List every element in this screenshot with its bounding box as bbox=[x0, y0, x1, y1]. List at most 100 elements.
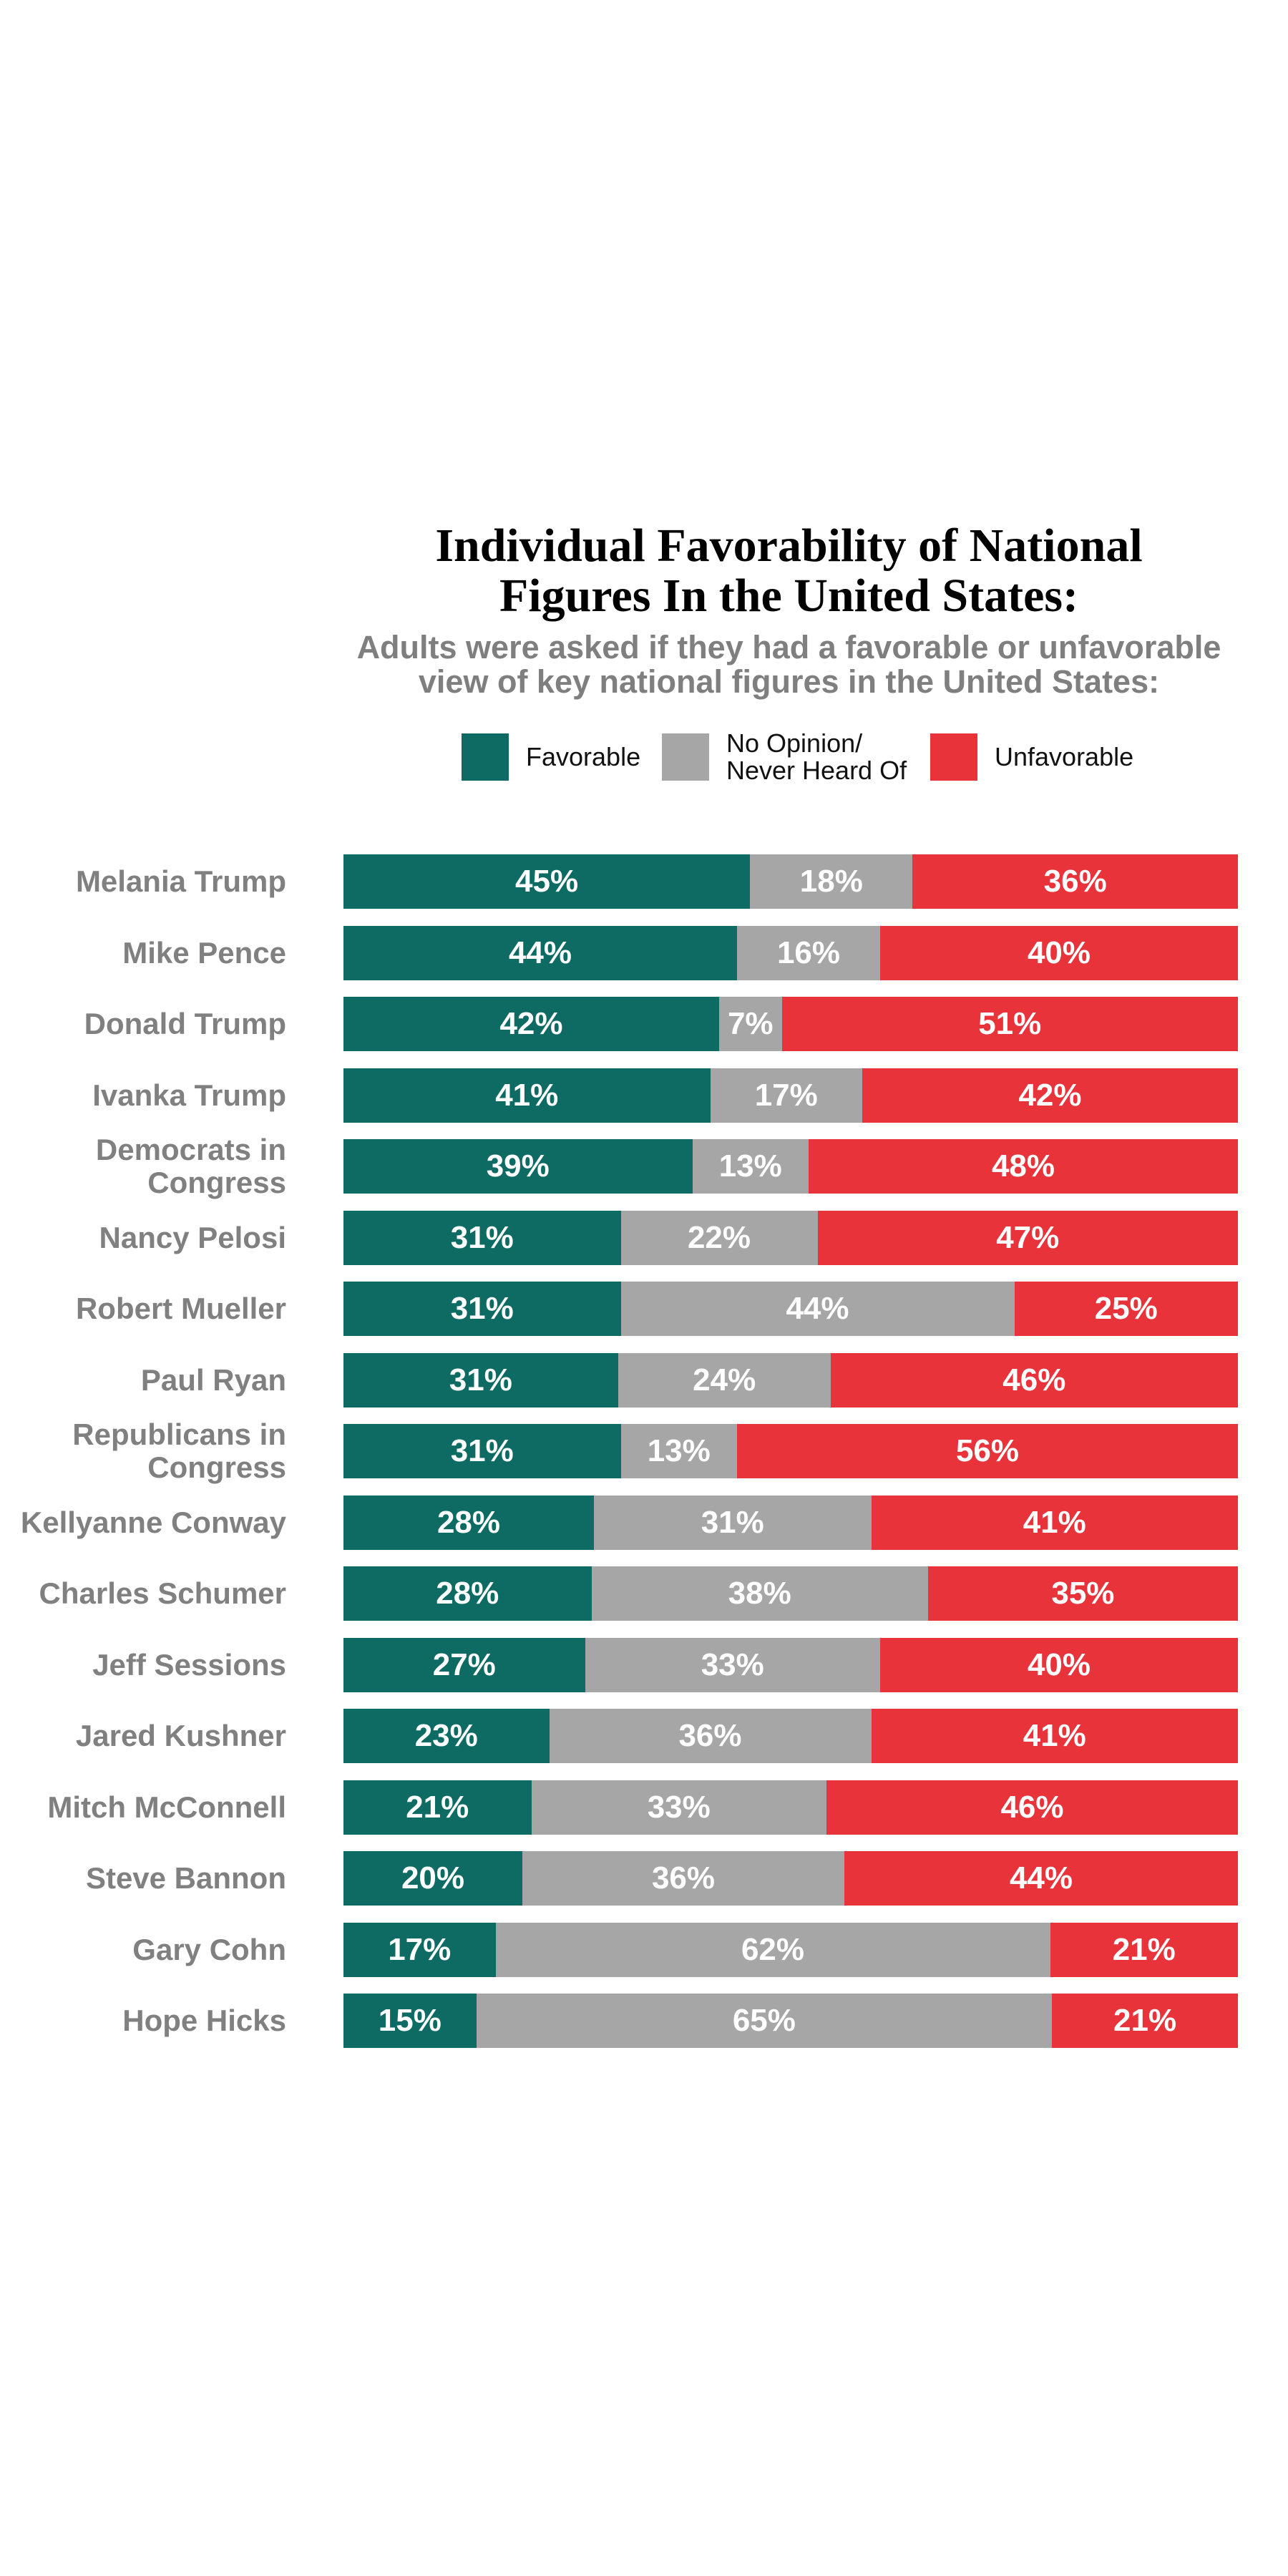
category-label: Donald Trump bbox=[84, 1007, 286, 1040]
bar-value-label: 44% bbox=[508, 935, 572, 970]
bar-segment-favorable bbox=[343, 925, 737, 980]
bar-segment-unfavorable bbox=[1050, 1922, 1238, 1977]
bar-value-label: 13% bbox=[647, 1433, 711, 1468]
legend-label-favorable: Favorable bbox=[526, 742, 641, 771]
category-label: Mike Pence bbox=[122, 935, 286, 970]
category-label: Congress bbox=[147, 1166, 286, 1199]
bar-segment-unfavorable bbox=[809, 1139, 1238, 1194]
bar-value-label: 40% bbox=[1027, 1646, 1091, 1682]
category-label: Gary Cohn bbox=[132, 1932, 286, 1966]
bar-segment-unfavorable bbox=[1014, 1282, 1238, 1336]
bar-value-label: 28% bbox=[436, 1504, 501, 1540]
bar-segment-no-opinion bbox=[522, 1851, 844, 1906]
bar-value-label: 42% bbox=[499, 1006, 563, 1041]
category-label: Jeff Sessions bbox=[92, 1647, 286, 1682]
chart-title-line: Figures In the United States: bbox=[499, 570, 1079, 622]
bar-segment-unfavorable bbox=[781, 997, 1238, 1051]
bar-segment-no-opinion bbox=[585, 1637, 880, 1692]
category-label: Steve Bannon bbox=[85, 1861, 286, 1895]
bar-segment-favorable bbox=[343, 1352, 618, 1407]
bar-segment-favorable bbox=[343, 997, 719, 1051]
bar-value-label: 31% bbox=[701, 1504, 764, 1540]
bar-segment-unfavorable bbox=[844, 1851, 1238, 1906]
bar-value-label: 18% bbox=[799, 864, 863, 899]
bar-segment-favorable bbox=[343, 1780, 532, 1835]
bar-segment-favorable bbox=[343, 1424, 621, 1478]
bar-value-label: 38% bbox=[728, 1576, 791, 1611]
bar-value-label: 42% bbox=[1018, 1077, 1082, 1113]
bar-segment-no-opinion bbox=[531, 1780, 826, 1835]
category-label: Paul Ryan bbox=[140, 1362, 286, 1397]
bar-segment-no-opinion bbox=[620, 1210, 818, 1265]
bar-value-label: 23% bbox=[414, 1718, 478, 1753]
bar-segment-no-opinion bbox=[476, 1994, 1053, 2048]
bar-segment-unfavorable bbox=[912, 854, 1238, 909]
bar-value-label: 65% bbox=[732, 2003, 796, 2038]
bar-segment-favorable bbox=[343, 1068, 711, 1123]
bar-value-label: 51% bbox=[978, 1006, 1042, 1041]
bar-segment-unfavorable bbox=[927, 1566, 1238, 1621]
bar-segment-favorable bbox=[343, 1637, 585, 1692]
bar-value-label: 41% bbox=[1023, 1504, 1086, 1540]
bar-segment-no-opinion bbox=[620, 1424, 737, 1478]
bar-segment-no-opinion bbox=[591, 1566, 928, 1621]
bar-segment-favorable bbox=[343, 1709, 550, 1763]
chart-subtitle-line: view of key national figures in the Unit… bbox=[418, 663, 1160, 700]
bar-value-label: 27% bbox=[432, 1646, 496, 1682]
bar-value-label: 28% bbox=[436, 1576, 499, 1611]
bar-segment-unfavorable bbox=[830, 1352, 1238, 1407]
bar-value-label: 33% bbox=[647, 1789, 711, 1825]
chart-title-line: Individual Favorability of National bbox=[435, 519, 1143, 572]
bar-value-label: 31% bbox=[450, 1433, 514, 1468]
category-label: Republicans in bbox=[72, 1418, 286, 1451]
bar-value-label: 45% bbox=[515, 864, 579, 899]
bar-value-label: 56% bbox=[955, 1433, 1020, 1468]
bar-value-label: 41% bbox=[1023, 1718, 1086, 1753]
bar-value-label: 17% bbox=[754, 1077, 818, 1113]
bar-segment-unfavorable bbox=[862, 1068, 1238, 1123]
bar-value-label: 46% bbox=[1000, 1789, 1064, 1825]
bar-segment-unfavorable bbox=[880, 1637, 1238, 1692]
bar-segment-favorable bbox=[343, 1994, 477, 2048]
category-label: Charles Schumer bbox=[39, 1576, 286, 1610]
legend-label-unfavorable: Unfavorable bbox=[995, 742, 1134, 771]
bar-segment-favorable bbox=[343, 1566, 592, 1621]
category-label: Hope Hicks bbox=[122, 2004, 286, 2037]
category-label: Jared Kushner bbox=[75, 1719, 286, 1752]
legend-swatch-favorable bbox=[462, 733, 509, 781]
bar-value-label: 25% bbox=[1094, 1291, 1158, 1326]
bar-segment-favorable bbox=[343, 1495, 594, 1550]
bar-value-label: 31% bbox=[450, 1219, 514, 1255]
legend-swatch-unfavorable bbox=[930, 733, 977, 781]
bar-value-label: 7% bbox=[727, 1006, 774, 1041]
bar-value-label: 35% bbox=[1051, 1576, 1115, 1611]
bar-value-label: 15% bbox=[378, 2003, 441, 2038]
bar-value-label: 36% bbox=[1043, 864, 1107, 899]
bar-segment-unfavorable bbox=[871, 1709, 1238, 1763]
bar-value-label: 48% bbox=[991, 1148, 1055, 1184]
category-label: Ivanka Trump bbox=[92, 1078, 286, 1112]
category-label: Robert Mueller bbox=[75, 1292, 286, 1325]
bar-value-label: 46% bbox=[1002, 1362, 1066, 1397]
bar-segment-favorable bbox=[343, 1851, 522, 1906]
category-label: Melania Trump bbox=[75, 864, 286, 898]
bar-segment-unfavorable bbox=[1052, 1994, 1238, 2048]
bar-value-label: 21% bbox=[1112, 1931, 1176, 1967]
bar-segment-favorable bbox=[343, 854, 751, 909]
bar-value-label: 31% bbox=[449, 1362, 512, 1397]
bar-value-label: 31% bbox=[450, 1291, 514, 1326]
category-label: Mitch McConnell bbox=[47, 1790, 286, 1824]
bar-value-label: 22% bbox=[687, 1219, 751, 1255]
bar-segment-no-opinion bbox=[750, 854, 913, 909]
bar-value-label: 21% bbox=[1113, 2003, 1177, 2038]
bar-value-label: 62% bbox=[741, 1931, 805, 1967]
bar-value-label: 21% bbox=[406, 1789, 469, 1825]
bar-segment-favorable bbox=[343, 1922, 496, 1977]
legend-label-no_opinion: Never Heard Of bbox=[726, 756, 907, 785]
bar-value-label: 17% bbox=[388, 1931, 452, 1967]
category-label: Congress bbox=[147, 1450, 286, 1484]
bar-value-label: 44% bbox=[786, 1291, 849, 1326]
bar-segment-no-opinion bbox=[594, 1495, 872, 1550]
bar-segment-no-opinion bbox=[692, 1139, 809, 1194]
